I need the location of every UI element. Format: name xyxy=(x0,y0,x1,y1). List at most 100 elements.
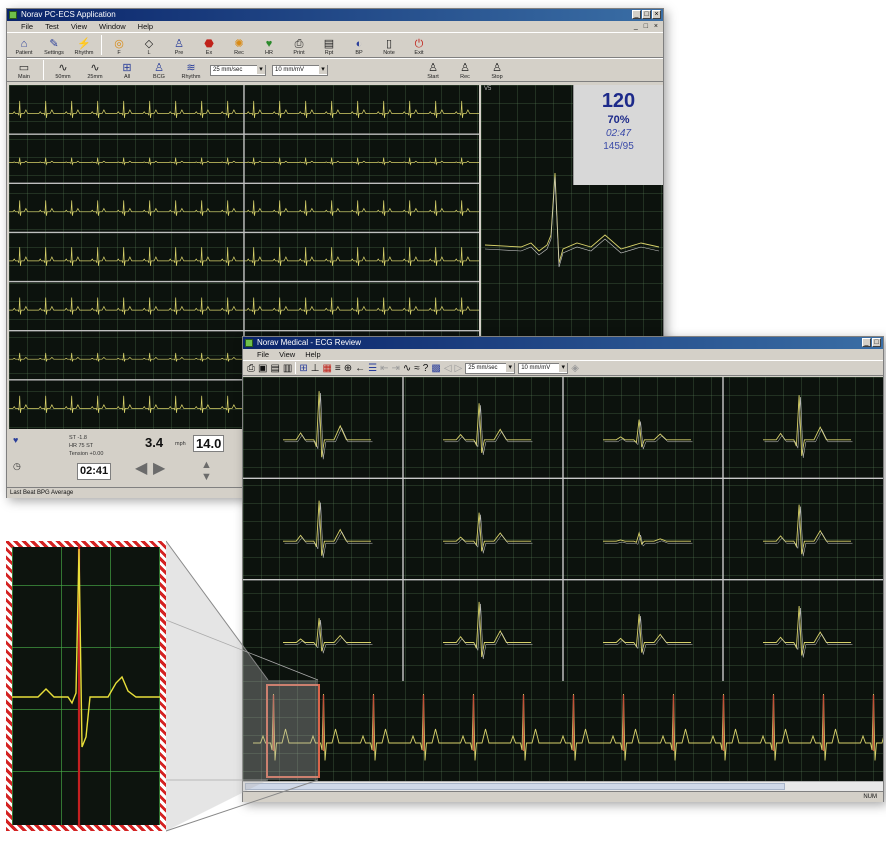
gain-select[interactable]: 10 mm/mV xyxy=(518,362,569,374)
print-icon[interactable]: ⎙ xyxy=(247,362,255,374)
toolbar-patient-button[interactable]: ⌂ Patient xyxy=(15,38,33,56)
menu-file[interactable]: File xyxy=(21,22,34,31)
grid-icon: ⊞ xyxy=(122,62,132,74)
open-icon[interactable]: ▤ xyxy=(270,362,280,374)
menu-help[interactable]: Help xyxy=(305,350,321,359)
elapsed-time-value: 02:47 xyxy=(605,128,632,139)
grade-display: 14.0 xyxy=(193,435,225,452)
menu-window[interactable]: Window xyxy=(98,22,126,31)
toolbar-exit-button[interactable]: ⏻ Exit xyxy=(414,38,424,56)
menu-view[interactable]: View xyxy=(70,22,87,31)
toolbar-report-button[interactable]: ▤ Rpt xyxy=(323,38,335,56)
toolbar-settings-button[interactable]: ✎ Settings xyxy=(44,38,64,56)
average-beat-trace xyxy=(484,172,660,268)
sweep-speed-select[interactable]: 25 mm/sec xyxy=(465,362,516,374)
bp-icon: ◐ xyxy=(355,38,363,50)
speed-50-button[interactable]: ∿ 50mm xyxy=(55,62,71,80)
measure-icon[interactable]: ⊥ xyxy=(310,362,320,374)
toolbar-filter-button[interactable]: ◎ F xyxy=(114,38,124,56)
speed-decrease-button[interactable]: ◀ xyxy=(135,460,148,477)
toolbar-record-button[interactable]: ✺ Rec xyxy=(234,38,244,56)
wave-icon[interactable]: ∿ xyxy=(402,362,412,374)
toolbar-separator xyxy=(295,362,297,374)
toolbar-print-button[interactable]: ⎙ Print xyxy=(293,38,305,56)
lead-beat-trace xyxy=(283,391,371,458)
toolbar-hr-button[interactable]: ♥ HR xyxy=(265,38,273,56)
spo2-value: 70% xyxy=(607,114,630,126)
minimize-button[interactable]: _ xyxy=(632,10,641,19)
menu-view[interactable]: View xyxy=(279,350,296,359)
layout-icon[interactable]: ▦ xyxy=(322,362,332,374)
toolbar-rhythm-button[interactable]: ⚡ Rhythm xyxy=(74,38,94,56)
menu-test[interactable]: Test xyxy=(45,22,59,31)
heart-icon: ♥ xyxy=(13,435,19,445)
zoomed-beat-grid xyxy=(12,547,160,825)
grade-up-button[interactable]: ▲ xyxy=(201,459,212,471)
maximize-button[interactable]: □ xyxy=(872,338,881,347)
sweep-speed-select[interactable]: 25 mm/sec xyxy=(210,64,266,76)
scroll-thumb[interactable] xyxy=(245,783,785,790)
grid-icon[interactable]: ⊞ xyxy=(299,362,308,374)
info-icon[interactable]: ▩ xyxy=(431,362,441,374)
toolbar-pretest-button[interactable]: ♙ Pre xyxy=(174,38,184,56)
status-bar: Last Beat BPG Average xyxy=(7,487,243,498)
menu-help[interactable]: Help xyxy=(137,22,154,31)
main-view-button[interactable]: ▭ Main xyxy=(18,62,30,80)
window-titlebar: Norav Medical - ECG Review _ □ xyxy=(243,337,883,349)
mdi-controls[interactable]: _ □ × xyxy=(633,23,660,30)
wave-icon: ∿ xyxy=(58,62,68,74)
speed-increase-button[interactable]: ▶ xyxy=(153,460,166,477)
export-icon[interactable]: ▥ xyxy=(282,362,293,374)
bcg-button[interactable]: ♙ BCG xyxy=(153,62,165,80)
help-icon[interactable]: ? xyxy=(422,362,429,374)
close-button[interactable]: × xyxy=(652,10,661,19)
rhythm-view-button[interactable]: ≋ Rhythm xyxy=(181,62,201,80)
patient-icon: ⌂ xyxy=(20,38,28,50)
all-leads-button[interactable]: ⊞ All xyxy=(122,62,132,80)
maximize-button[interactable]: □ xyxy=(642,10,651,19)
leads-icon[interactable]: ≡ xyxy=(334,362,341,374)
record-button[interactable]: ♙ Rec xyxy=(460,62,470,80)
person-icon: ♙ xyxy=(460,62,470,74)
stop-icon: ⬣ xyxy=(204,38,214,50)
hr-icon: ♥ xyxy=(265,38,273,50)
wave-icon[interactable]: ≈ xyxy=(414,362,420,374)
zoomed-beat-trace xyxy=(12,548,160,748)
next-icon[interactable]: ⇥ xyxy=(391,362,400,374)
toolbar-note-button[interactable]: ▯ Note xyxy=(383,38,395,56)
speed-unit-label: mph xyxy=(175,441,186,447)
zoom-icon[interactable]: ⊕ xyxy=(343,362,353,374)
toolbar-exercise-button[interactable]: ⬣ Ex xyxy=(204,38,214,56)
grade-down-button[interactable]: ▼ xyxy=(201,471,212,483)
stop-button[interactable]: ♙ Stop xyxy=(491,62,503,80)
minimize-button[interactable]: _ xyxy=(862,338,871,347)
lead-beat-trace xyxy=(443,403,531,453)
horizontal-scrollbar[interactable] xyxy=(243,781,883,791)
arrow-left-icon[interactable]: ← xyxy=(355,362,366,374)
gain-select[interactable]: 10 mm/mV xyxy=(272,64,328,76)
lead-beat-trace xyxy=(443,601,531,658)
heart-rate-value: 120 xyxy=(601,90,636,112)
settings-icon[interactable]: ◈ xyxy=(571,362,579,374)
toolbar-bp-button[interactable]: ◐ BP xyxy=(355,38,363,56)
list-icon[interactable]: ☰ xyxy=(368,362,378,374)
lead-beat-trace xyxy=(603,531,691,546)
print-icon: ⎙ xyxy=(294,38,304,50)
forward-icon[interactable]: ▷ xyxy=(454,362,463,374)
app-icon xyxy=(245,339,253,347)
reference-beat-trace xyxy=(764,607,853,658)
selected-beat-box[interactable] xyxy=(266,684,320,778)
back-icon[interactable]: ◁ xyxy=(443,362,452,374)
ecg-trace xyxy=(9,157,479,166)
status-num: NUM xyxy=(863,794,877,800)
zoomed-beat-trace xyxy=(12,547,160,825)
review-toolbar: ⎙ ▣ ▤ ▥ ⊞ ⊥ ▦ ≡ ⊕ ← ☰ ⇤ ⇥ ∿ ≈ ? ▩ ◁ ▷ 25… xyxy=(243,360,883,376)
speed-25-button[interactable]: ∿ 25mm xyxy=(87,62,103,80)
menu-file[interactable]: File xyxy=(257,350,270,359)
prev-icon[interactable]: ⇤ xyxy=(380,362,389,374)
reference-beat-trace xyxy=(284,620,373,654)
save-icon[interactable]: ▣ xyxy=(258,362,268,374)
start-button[interactable]: ♙ Start xyxy=(427,62,439,80)
toolbar-lead-button[interactable]: ◇ L xyxy=(144,38,154,56)
settings-icon: ✎ xyxy=(49,38,59,50)
